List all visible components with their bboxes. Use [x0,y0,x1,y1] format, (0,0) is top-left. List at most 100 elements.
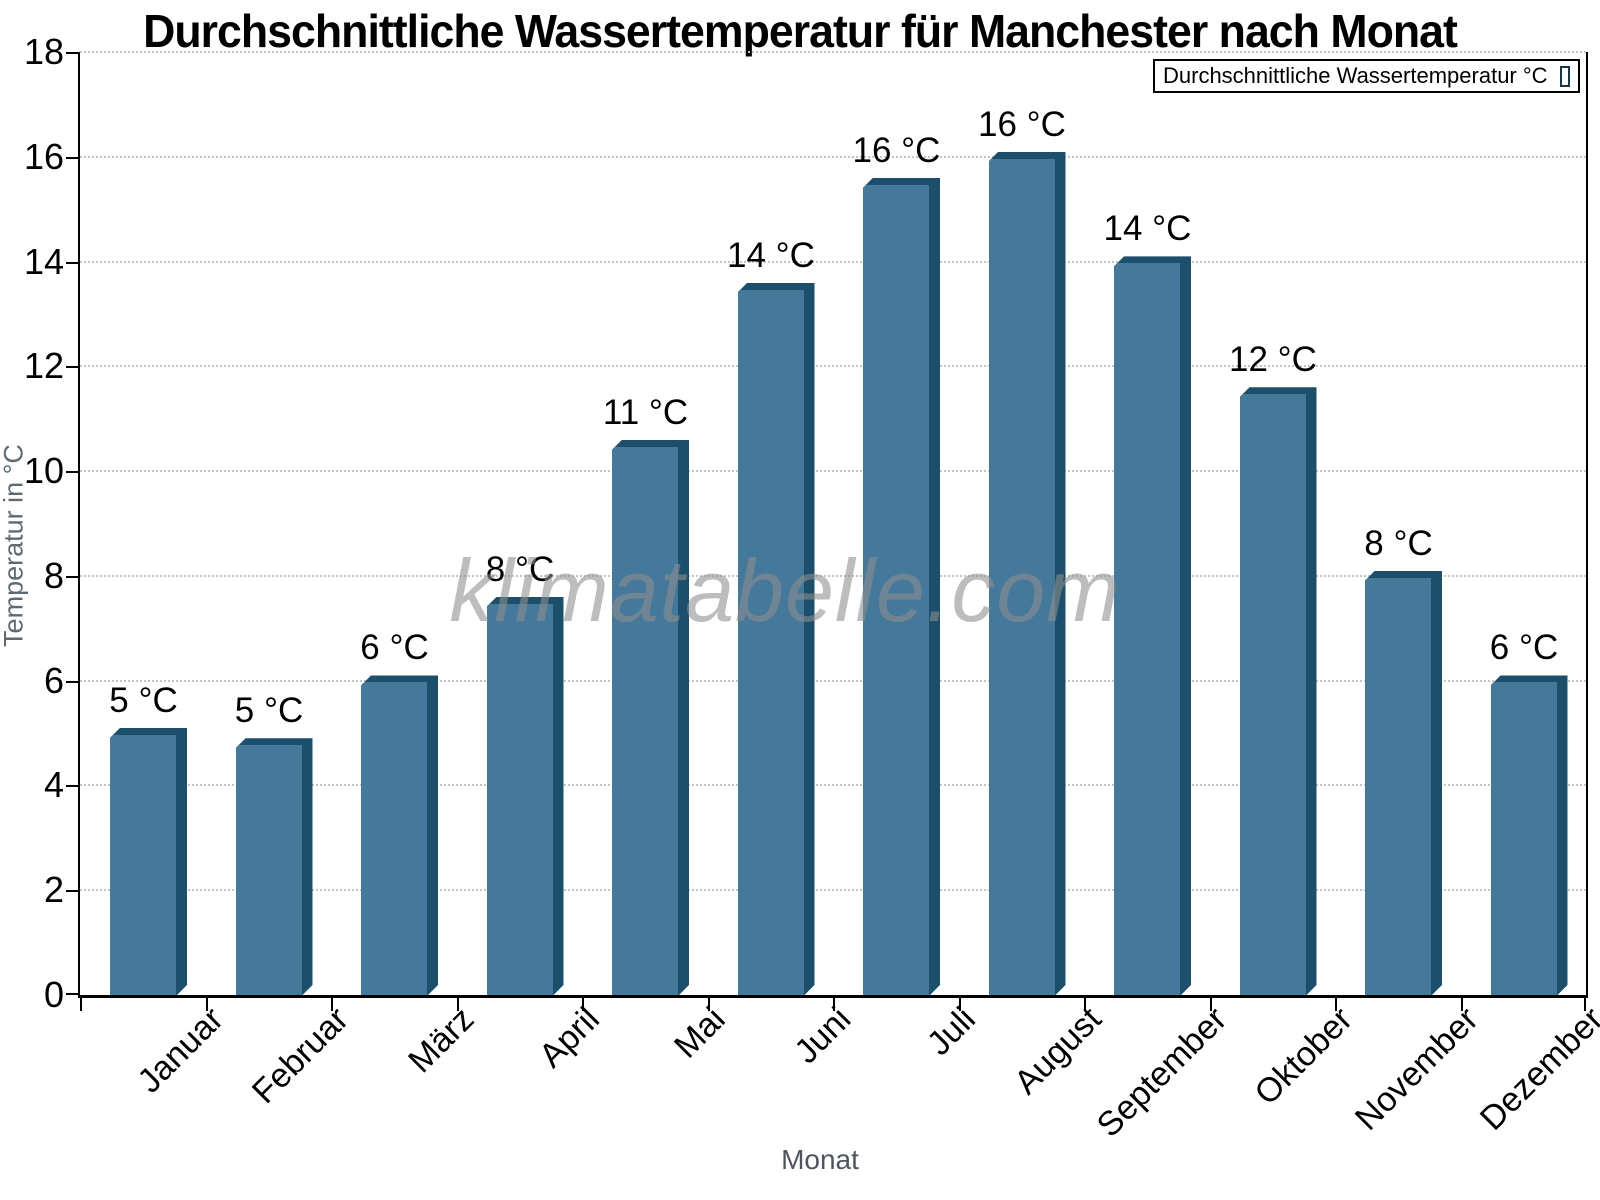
gridline-16 [80,155,1586,158]
bar-face-januar [110,735,176,995]
bar-juli [863,178,940,995]
x-tick-5 [707,998,710,1011]
plot-right-border [1586,52,1588,995]
x-tick-label-november: November [1347,1000,1486,1138]
x-tick-label-dezember: Dezember [1473,1000,1600,1138]
y-tick-18 [66,52,78,54]
y-tick-14 [66,261,78,264]
x-tick-3 [456,998,459,1011]
x-tick-label-september: September [1089,1000,1235,1145]
y-tick-10 [66,471,78,474]
y-tick-4 [66,785,78,788]
y-tick-label-18: 18 [23,31,64,72]
bar-value-label-april: 8 °C [485,549,555,589]
bar-face-oktober [1240,394,1306,995]
gridline-8 [80,574,1586,577]
x-axis-line [78,995,1588,998]
gridline-12 [80,365,1586,368]
x-tick-0 [80,998,82,1011]
x-tick-11 [1460,998,1463,1011]
y-tick-label-10: 10 [23,450,64,492]
gridline-14 [80,260,1586,263]
y-tick-label-2: 2 [43,869,64,911]
x-tick-label-mai: Mai [666,1000,733,1066]
bar-april [487,597,564,995]
x-axis-title: Monat [781,1144,859,1175]
legend: Durchschnittliche Wassertemperatur °C [1153,59,1580,93]
x-tick-label-juli: Juli [920,1000,984,1063]
bar-value-label-oktober: 12 °C [1229,340,1317,380]
gridline-10 [80,470,1586,473]
y-tick-2 [66,890,78,893]
plot-area: 5 °C 5 °C 6 °C 8 °C 11 °C 14 °C 16 °C 16 °C 14 °… [66,51,1588,1011]
x-tick-1 [205,998,208,1011]
gridline-2 [80,889,1586,892]
y-tick-6 [66,680,78,683]
y-axis-title: Temperatur in °C [0,444,29,647]
y-tick-label-12: 12 [23,345,64,387]
bar-value-label-juni: 14 °C [727,235,815,275]
bar-september [1114,256,1191,995]
x-tick-label-januar: Januar [129,1000,231,1101]
x-tick-label-oktober: Oktober [1247,1000,1360,1113]
y-tick-label-6: 6 [43,659,64,701]
bar-value-label-dezember: 6 °C [1489,628,1559,668]
gridline-4 [80,784,1586,787]
bar-value-label-juli: 16 °C [852,130,941,170]
x-tick-6 [833,998,835,1011]
y-tick-0 [66,993,78,995]
bar-face-april [487,604,553,995]
x-tick-8 [1084,998,1086,1011]
bar-face-september [1114,263,1180,995]
legend-swatch-icon [1559,65,1570,87]
x-tick-4 [582,998,584,1011]
bar-value-label-januar: 5 °C [109,680,178,720]
bar-face-juli [863,185,929,995]
bar-value-label-november: 8 °C [1364,523,1433,563]
x-tick-label-februar: Februar [244,1000,356,1112]
bar-face-juni [738,290,804,995]
x-tick-label-juni: Juni [786,1000,858,1071]
y-tick-16 [66,156,78,159]
bar-value-label-märz: 6 °C [360,628,429,668]
x-tick-7 [958,998,961,1011]
y-tick-8 [66,575,78,578]
y-axis-line [78,52,80,995]
y-tick-label-14: 14 [23,240,64,282]
bar-februar [236,738,313,995]
y-tick-label-16: 16 [23,135,64,177]
bar-face-februar [236,745,302,995]
x-tick-12 [1584,998,1586,1011]
y-tick-12 [66,366,78,369]
x-tick-10 [1335,998,1337,1011]
bar-oktober [1240,387,1317,995]
bar-face-november [1365,578,1431,995]
y-tick-label-0: 0 [43,974,64,1015]
bar-januar [110,728,187,995]
x-tick-label-märz: März [401,1000,482,1081]
y-tick-label-4: 4 [43,764,64,806]
legend-label: Durchschnittliche Wassertemperatur °C [1163,63,1548,88]
bar-value-label-februar: 5 °C [234,691,304,731]
x-tick-label-april: April [531,1000,607,1075]
bar-november [1365,571,1442,995]
gridline-18 [80,51,1586,53]
chart-title: Durchschnittliche Wassertemperatur für M… [143,5,1458,57]
bar-märz [361,675,438,995]
bar-juni [738,283,815,995]
gridline-6 [80,679,1586,682]
y-axis-tick-labels: 0 2 4 6 8 10 12 14 16 18 [0,31,64,1015]
bar-face-mai [612,447,678,995]
x-tick-9 [1209,998,1212,1011]
bar-august [989,152,1066,995]
bar-value-label-august: 16 °C [978,104,1066,144]
bar-value-label-september: 14 °C [1103,209,1192,249]
bar-face-märz [361,682,427,995]
y-tick-label-8: 8 [43,554,64,596]
x-tick-label-august: August [1007,1000,1109,1102]
bar-mai [612,440,689,995]
x-tick-2 [331,998,333,1011]
bar-face-dezember [1491,682,1557,995]
bar-value-label-mai: 11 °C [602,392,689,432]
